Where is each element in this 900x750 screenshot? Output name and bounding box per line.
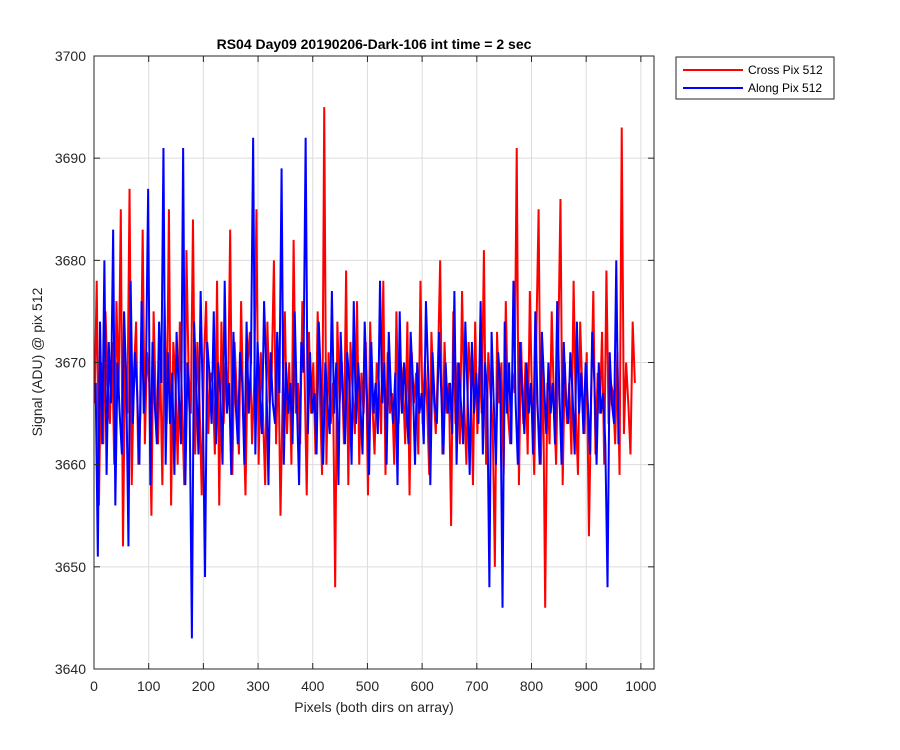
tick-labels: 0 100 200 300 400 500 600 700 800 900 1000 3640 3650… (55, 48, 657, 694)
y-tick-label: 3680 (55, 252, 86, 268)
y-tick-label: 3650 (55, 559, 86, 575)
y-tick-label: 3700 (55, 48, 86, 64)
legend: Cross Pix 512 Along Pix 512 (675, 56, 835, 100)
y-tick-label: 3640 (55, 661, 86, 677)
y-tick-label: 3670 (55, 355, 86, 371)
chart-title: RS04 Day09 20190206-Dark-106 int time = … (217, 36, 532, 52)
x-tick-label: 600 (410, 678, 434, 694)
x-tick-label: 800 (520, 678, 544, 694)
series-line-along-pix-512 (94, 137, 620, 639)
legend-box (675, 56, 835, 100)
series-layer (93, 107, 636, 639)
y-axis-label: Signal (ADU) @ pix 512 (29, 287, 45, 436)
y-tick-label: 3690 (55, 150, 86, 166)
x-tick-label: 400 (301, 678, 325, 694)
x-tick-label: 900 (575, 678, 599, 694)
x-tick-label: 0 (90, 678, 98, 694)
x-axis-label: Pixels (both dirs on array) (294, 699, 454, 715)
x-tick-label: 300 (246, 678, 270, 694)
y-tick-label: 3660 (55, 457, 86, 473)
ticks (93, 55, 654, 670)
x-tick-label: 200 (192, 678, 216, 694)
x-tick-label: 1000 (625, 678, 656, 694)
x-tick-label: 700 (465, 678, 489, 694)
legend-entry-cross: Cross Pix 512 (748, 63, 823, 77)
legend-entry-along: Along Pix 512 (748, 81, 822, 95)
x-tick-label: 500 (356, 678, 380, 694)
x-tick-label: 100 (137, 678, 161, 694)
